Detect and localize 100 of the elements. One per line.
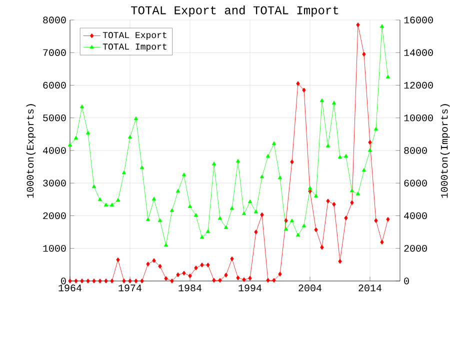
point	[248, 199, 252, 204]
point	[74, 278, 78, 284]
y2-tick-label: 4000	[404, 212, 427, 220]
y2-tick-label: 0	[404, 278, 409, 284]
y2-axis-title: 1000ton(Imports)	[440, 104, 450, 198]
legend-label: TOTAL Export	[102, 32, 166, 40]
y2-tick-label: 14000	[404, 49, 433, 56]
y-axis-title: 1000ton(Exports)	[26, 104, 36, 198]
y2-tick-label: 16000	[404, 16, 433, 24]
x-tick-label: 2014	[358, 284, 382, 292]
point	[158, 264, 162, 269]
x-tick-label: 1974	[118, 284, 142, 292]
point	[236, 158, 240, 163]
y2-tick-label: 8000	[404, 147, 427, 154]
point	[212, 162, 216, 166]
point	[146, 217, 150, 222]
x-tick-label: 2004	[298, 284, 322, 292]
point	[140, 278, 144, 284]
point	[386, 216, 390, 222]
point	[200, 235, 204, 239]
point	[278, 175, 282, 180]
point	[356, 192, 360, 196]
point	[152, 196, 156, 200]
legend-label: TOTAL Import	[102, 44, 166, 52]
point	[194, 266, 198, 270]
y-tick-label: 8000	[43, 16, 66, 24]
point	[344, 154, 348, 158]
point	[176, 188, 180, 193]
point	[110, 202, 114, 206]
point	[98, 278, 102, 284]
y-tick-label: 6000	[43, 82, 66, 89]
point	[122, 170, 126, 174]
y-tick-label: 4000	[42, 147, 66, 154]
point	[218, 216, 222, 220]
point	[290, 218, 294, 222]
point	[212, 278, 216, 283]
x-tick-label: 1964	[58, 284, 82, 292]
point	[80, 278, 84, 284]
point	[170, 208, 174, 212]
point	[386, 74, 390, 78]
point	[152, 258, 156, 263]
point	[362, 168, 366, 172]
point	[272, 141, 276, 145]
point	[68, 278, 72, 284]
point	[128, 134, 132, 139]
point	[224, 272, 228, 278]
point	[284, 227, 288, 231]
point	[278, 272, 282, 277]
point	[332, 100, 336, 104]
point	[284, 218, 288, 224]
point	[296, 232, 300, 237]
point	[206, 229, 210, 234]
point	[140, 165, 144, 170]
y2-tick-label: 12000	[404, 82, 433, 89]
point	[374, 218, 378, 224]
point	[326, 198, 330, 204]
x-tick-label: 1984	[178, 284, 202, 292]
point	[356, 22, 360, 28]
point	[344, 216, 348, 220]
point	[326, 144, 330, 148]
point	[158, 218, 162, 222]
point	[302, 88, 306, 93]
point	[380, 24, 384, 28]
point	[164, 276, 168, 281]
point	[86, 278, 90, 284]
y-tick-label: 1000	[43, 244, 66, 252]
point	[368, 140, 372, 145]
point	[116, 257, 120, 262]
point	[104, 278, 108, 284]
point	[254, 210, 258, 214]
point	[368, 148, 372, 152]
y2-tick-label: 2000	[404, 244, 427, 252]
point	[176, 272, 180, 278]
point	[110, 278, 114, 284]
point	[380, 240, 384, 245]
point	[194, 213, 198, 217]
point	[332, 202, 336, 207]
point	[188, 204, 192, 208]
point	[338, 259, 342, 264]
point	[374, 126, 378, 131]
point	[206, 262, 210, 268]
point	[134, 278, 138, 284]
point	[308, 186, 312, 190]
point	[74, 136, 78, 140]
point	[224, 225, 228, 229]
y-tick-label: 7000	[43, 49, 66, 56]
point	[128, 278, 132, 284]
chart-title: TOTAL Export and TOTAL Import	[131, 6, 338, 17]
point	[248, 276, 252, 281]
point	[266, 154, 270, 158]
point	[200, 262, 204, 268]
point	[122, 278, 126, 284]
point	[170, 278, 174, 284]
point	[242, 211, 246, 216]
point	[272, 278, 276, 283]
point	[266, 278, 270, 283]
point	[302, 224, 306, 228]
point	[320, 244, 324, 250]
point	[104, 202, 108, 206]
point	[260, 212, 264, 218]
